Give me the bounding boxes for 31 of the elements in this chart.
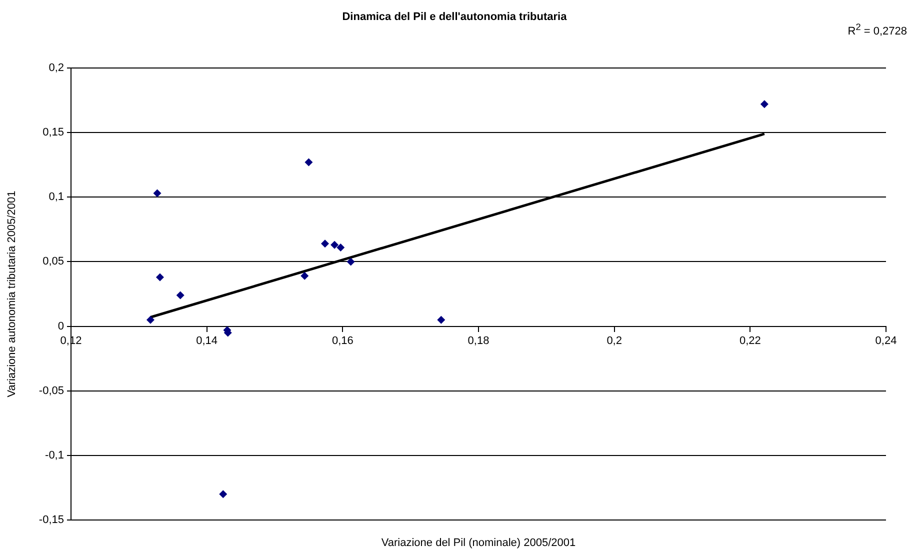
y-tick-label: -0,05 xyxy=(38,384,64,397)
point xyxy=(336,244,345,252)
point xyxy=(146,316,154,324)
y-tick-label: 0 xyxy=(58,320,64,332)
point xyxy=(321,240,330,248)
y-tick-label: 0,1 xyxy=(48,191,64,204)
point xyxy=(219,490,228,498)
x-tick-label: 0,14 xyxy=(196,334,218,347)
x-axis-title: Variazione del Pil (nominale) 2005/2001 xyxy=(380,537,577,549)
point xyxy=(304,158,313,166)
y-tick-label: 0,15 xyxy=(42,126,64,139)
point xyxy=(346,258,355,266)
text: R$^{2}$ = 0,2728 xyxy=(848,22,907,38)
point xyxy=(176,291,184,300)
y-tick-label: 0,2 xyxy=(48,62,64,74)
point xyxy=(300,272,309,280)
x-tick-label: 0,22 xyxy=(739,334,761,347)
y-axis-title: Variazione autonomia tributaria 2005/2001 xyxy=(6,190,18,398)
x-tick-label: 0,18 xyxy=(468,334,490,347)
x-tick-label: 0,2 xyxy=(606,334,622,347)
y-tick-label: -0,15 xyxy=(38,514,64,526)
point xyxy=(156,273,164,282)
y-tick-label: -0,1 xyxy=(45,449,64,462)
x-tick-label: 0,16 xyxy=(332,334,354,347)
chart-title: Dinamica del Pil e dell'autonomia tributaria xyxy=(341,11,568,23)
point xyxy=(760,100,768,108)
y-tick-label: 0,05 xyxy=(42,256,64,268)
x-tick-label: 0,24 xyxy=(875,334,897,347)
point xyxy=(153,189,162,198)
point xyxy=(437,316,446,324)
point xyxy=(330,240,339,249)
